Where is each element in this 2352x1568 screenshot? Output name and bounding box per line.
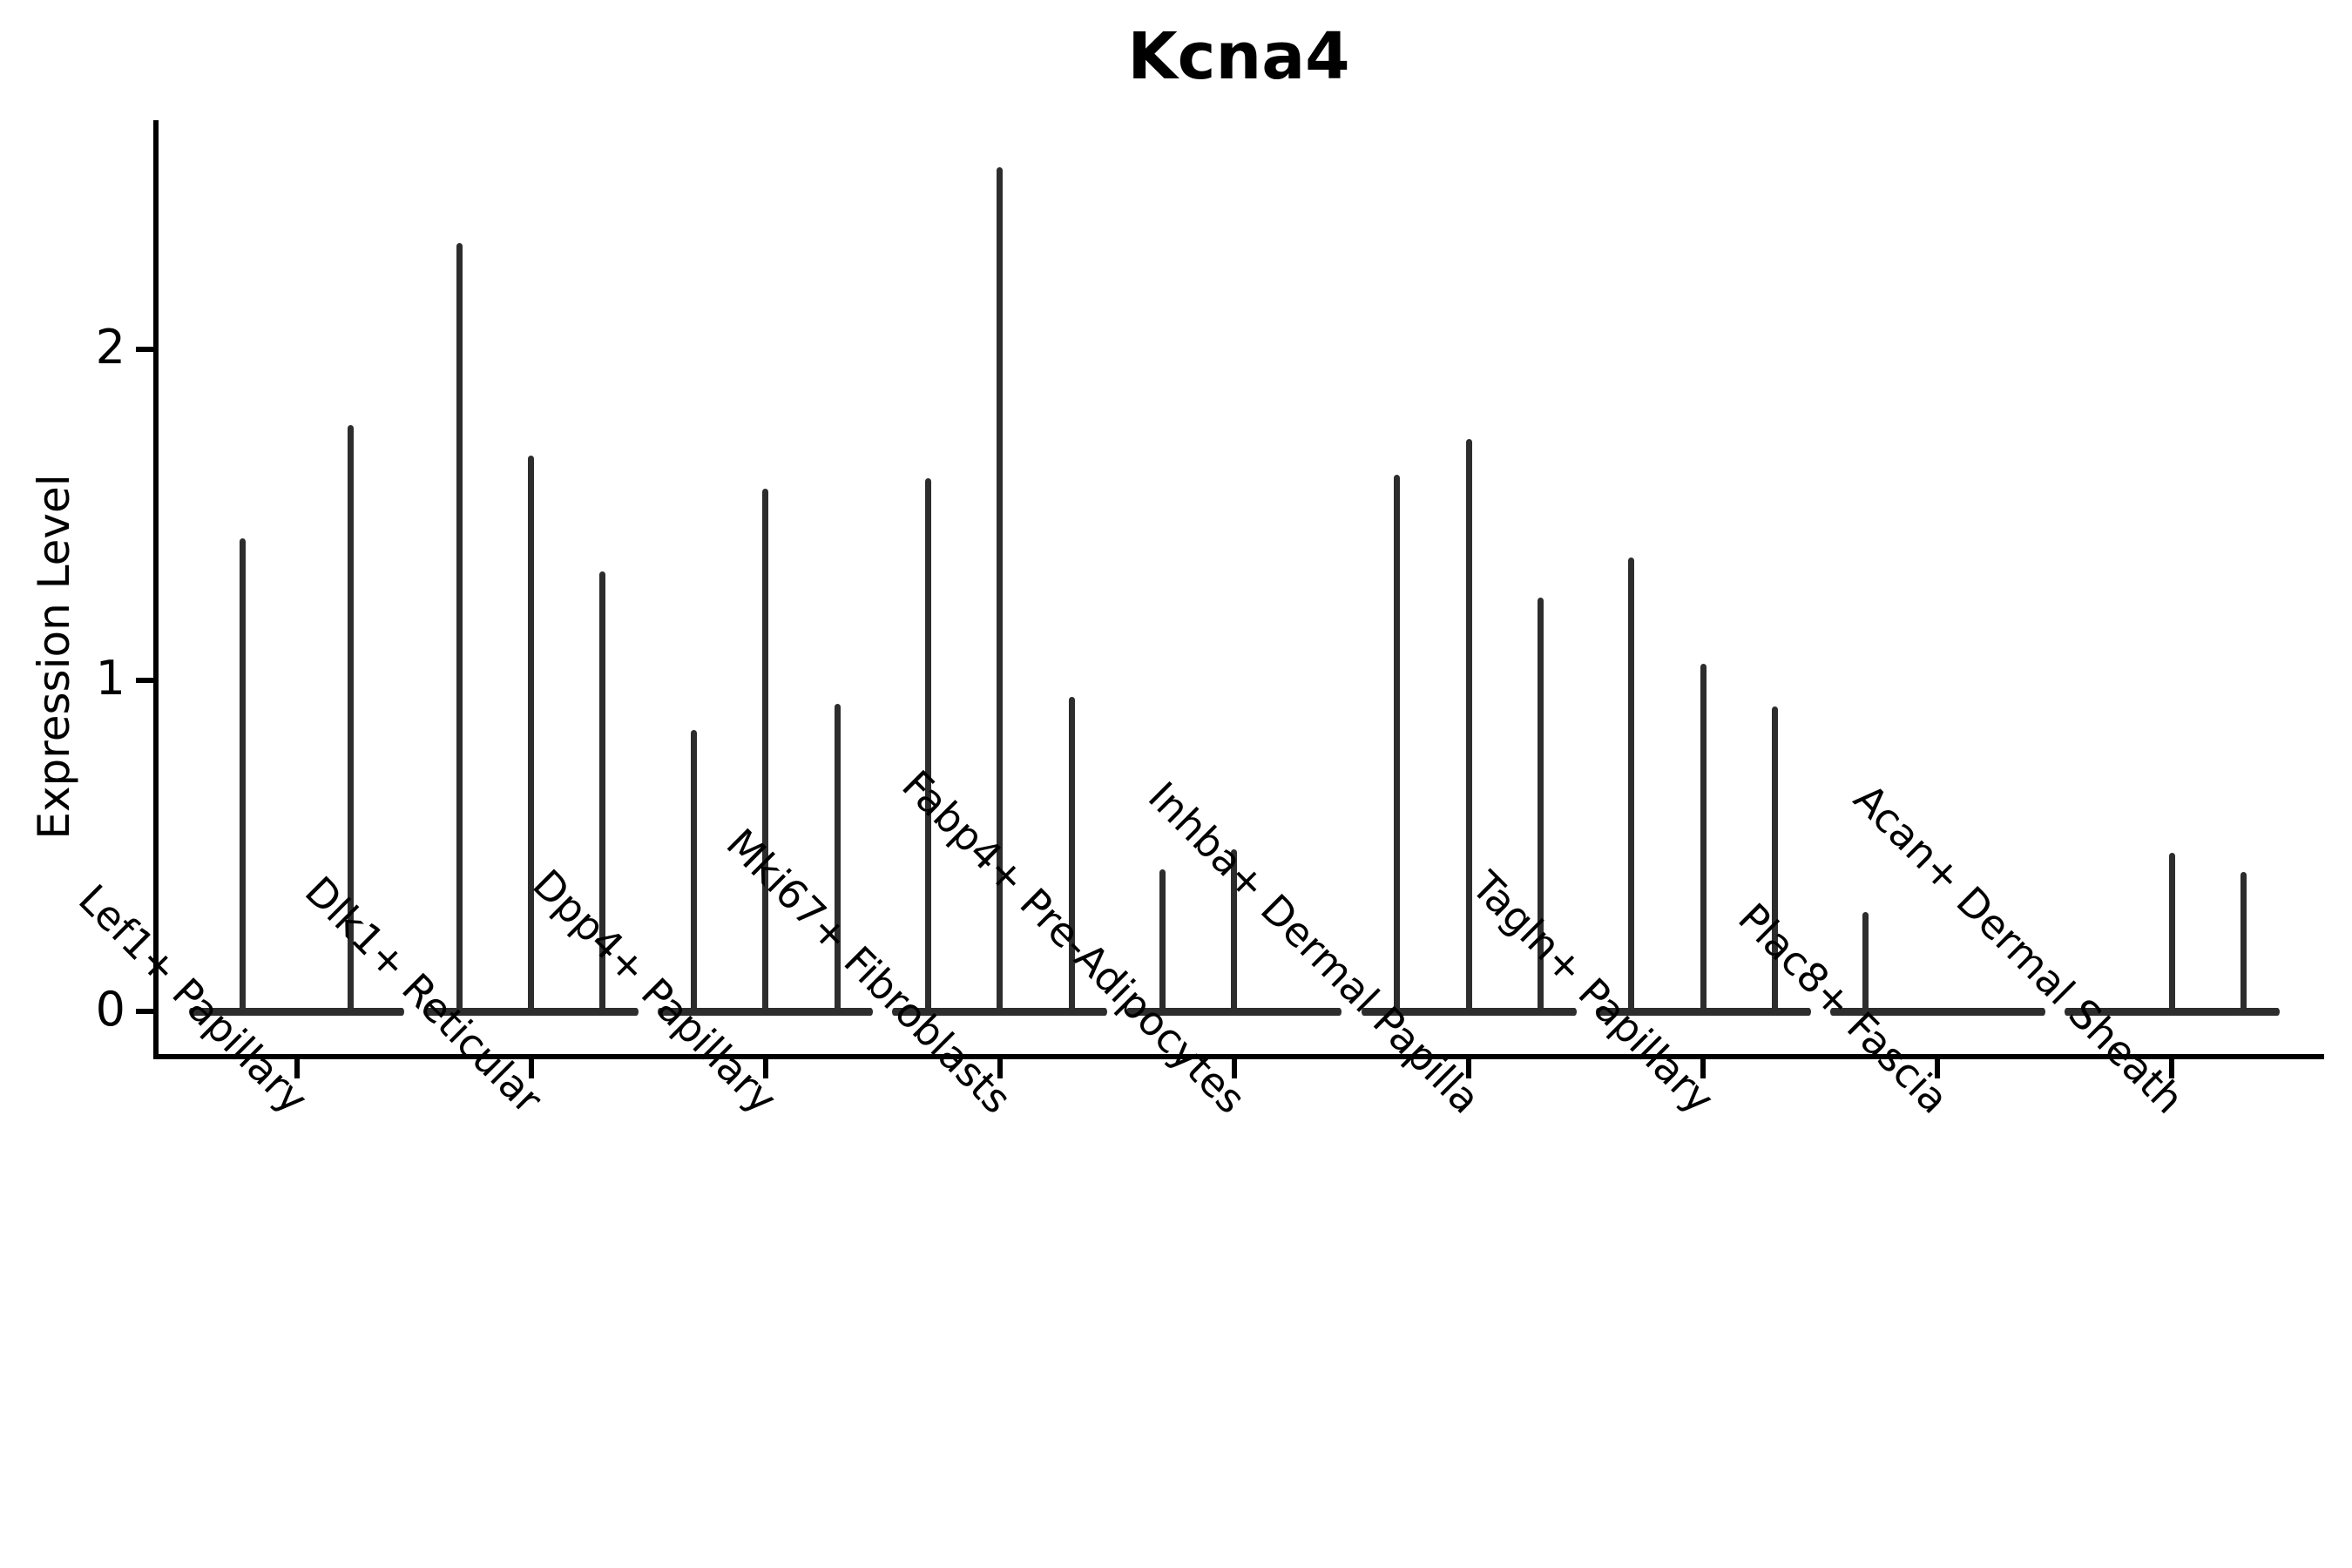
violin-baseline xyxy=(1361,1007,1577,1016)
x-tick-mark xyxy=(294,1059,300,1078)
x-tick-mark xyxy=(528,1059,534,1078)
y-tick-mark xyxy=(136,678,153,683)
violin-spike xyxy=(528,455,535,1011)
violin-spike xyxy=(1068,697,1075,1011)
violin-spike xyxy=(1700,664,1707,1011)
violin-spike xyxy=(1465,438,1472,1011)
x-tick-label: Dpp4+ Papillary xyxy=(523,860,787,1123)
violin-spike xyxy=(599,571,606,1011)
violin-spike xyxy=(1231,848,1238,1011)
violin-spike xyxy=(2240,872,2247,1011)
violin-baseline xyxy=(892,1007,1108,1016)
violin-spike xyxy=(456,243,463,1011)
violin-spike xyxy=(240,537,247,1011)
x-tick-label: Tagln+ Papillary xyxy=(1463,862,1724,1123)
violin-spike xyxy=(997,167,1004,1011)
x-tick-mark xyxy=(2169,1059,2175,1078)
x-tick-mark xyxy=(997,1059,1003,1078)
violin-baseline xyxy=(1126,1007,1342,1016)
violin-spike xyxy=(1771,706,1778,1011)
y-tick-label: 2 xyxy=(95,319,125,375)
violin-baseline xyxy=(189,1007,404,1016)
violin-spike xyxy=(1628,558,1635,1011)
violin-spike xyxy=(1862,912,1869,1011)
violin-spike xyxy=(1537,598,1544,1011)
x-tick-mark xyxy=(1466,1059,1471,1078)
violin-baseline xyxy=(1595,1007,1811,1016)
violin-baseline xyxy=(658,1007,874,1016)
violin-spike xyxy=(762,488,769,1011)
violin-spike xyxy=(347,425,354,1011)
y-tick-mark xyxy=(136,1009,153,1014)
x-axis-line xyxy=(153,1054,2324,1059)
y-tick-mark xyxy=(136,347,153,352)
plot-title: Kcna4 xyxy=(1127,19,1350,94)
violin-baseline xyxy=(2064,1007,2280,1016)
x-tick-mark xyxy=(1935,1059,1941,1078)
violin-spike xyxy=(834,703,841,1011)
violin-spike xyxy=(1159,868,1166,1011)
y-tick-label: 0 xyxy=(95,981,125,1037)
x-tick-label: Dlk1+ Reticular xyxy=(295,867,552,1123)
x-tick-mark xyxy=(762,1059,768,1078)
y-tick-label: 1 xyxy=(95,650,125,706)
violin-baseline xyxy=(423,1007,639,1016)
violin-spike xyxy=(2168,852,2175,1011)
violin-spike xyxy=(924,478,931,1011)
x-tick-mark xyxy=(1231,1059,1237,1078)
violin-baseline xyxy=(1829,1007,2045,1016)
y-axis-line xyxy=(153,120,159,1059)
violin-spike xyxy=(690,730,697,1011)
y-axis-label: Expression Level xyxy=(29,474,79,840)
x-tick-mark xyxy=(1700,1059,1707,1078)
violin-spike xyxy=(1394,475,1401,1011)
